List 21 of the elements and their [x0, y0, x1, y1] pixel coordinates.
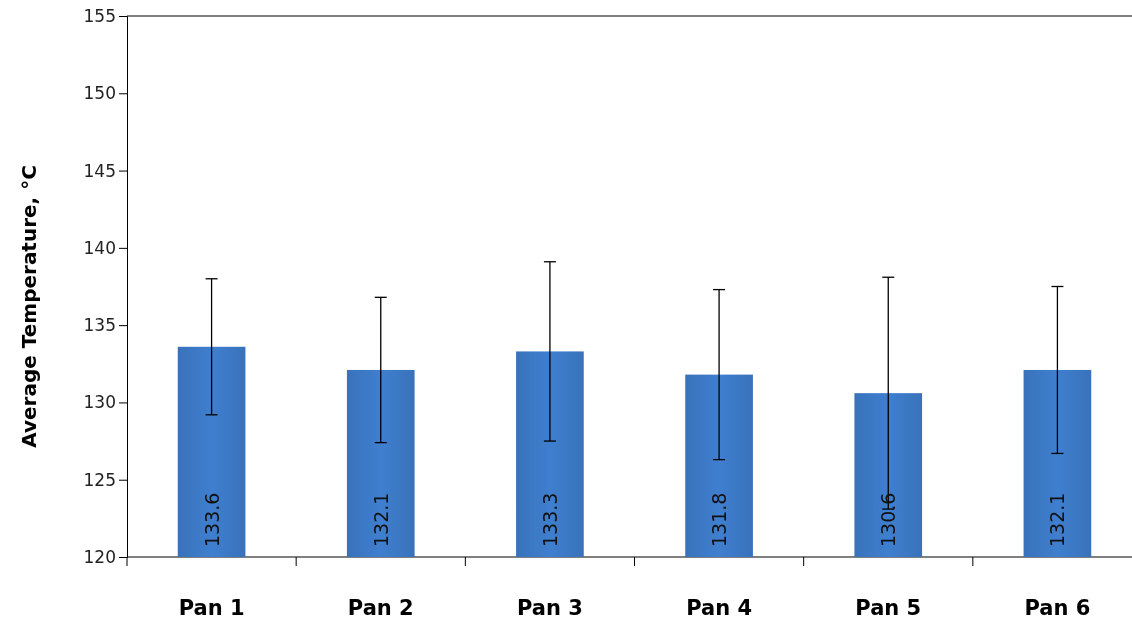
- x-tick-label: Pan 4: [686, 596, 753, 620]
- y-tick-label: 135: [83, 315, 116, 336]
- x-tick-label: Pan 6: [1024, 596, 1091, 620]
- y-axis-title: Average Temperature, °C: [17, 165, 41, 448]
- data-label: 133.6: [200, 492, 223, 547]
- x-tick-label: Pan 3: [516, 596, 583, 620]
- y-tick-label: 130: [83, 392, 116, 413]
- data-label: 132.1: [1046, 492, 1069, 547]
- x-tick-label: Pan 5: [855, 596, 922, 620]
- x-tick-label: Pan 2: [347, 596, 414, 620]
- x-tick-label: Pan 1: [178, 596, 245, 620]
- y-tick-label: 150: [83, 83, 116, 104]
- data-label: 133.3: [538, 492, 561, 547]
- data-label: 131.8: [708, 492, 731, 547]
- data-label: 130.6: [877, 492, 900, 547]
- y-tick-label: 155: [83, 5, 116, 26]
- y-tick-label: 125: [83, 469, 116, 490]
- y-tick-label: 120: [83, 546, 116, 567]
- y-tick-label: 145: [83, 160, 116, 181]
- y-tick-label: 140: [83, 237, 116, 258]
- data-label: 132.1: [369, 492, 392, 547]
